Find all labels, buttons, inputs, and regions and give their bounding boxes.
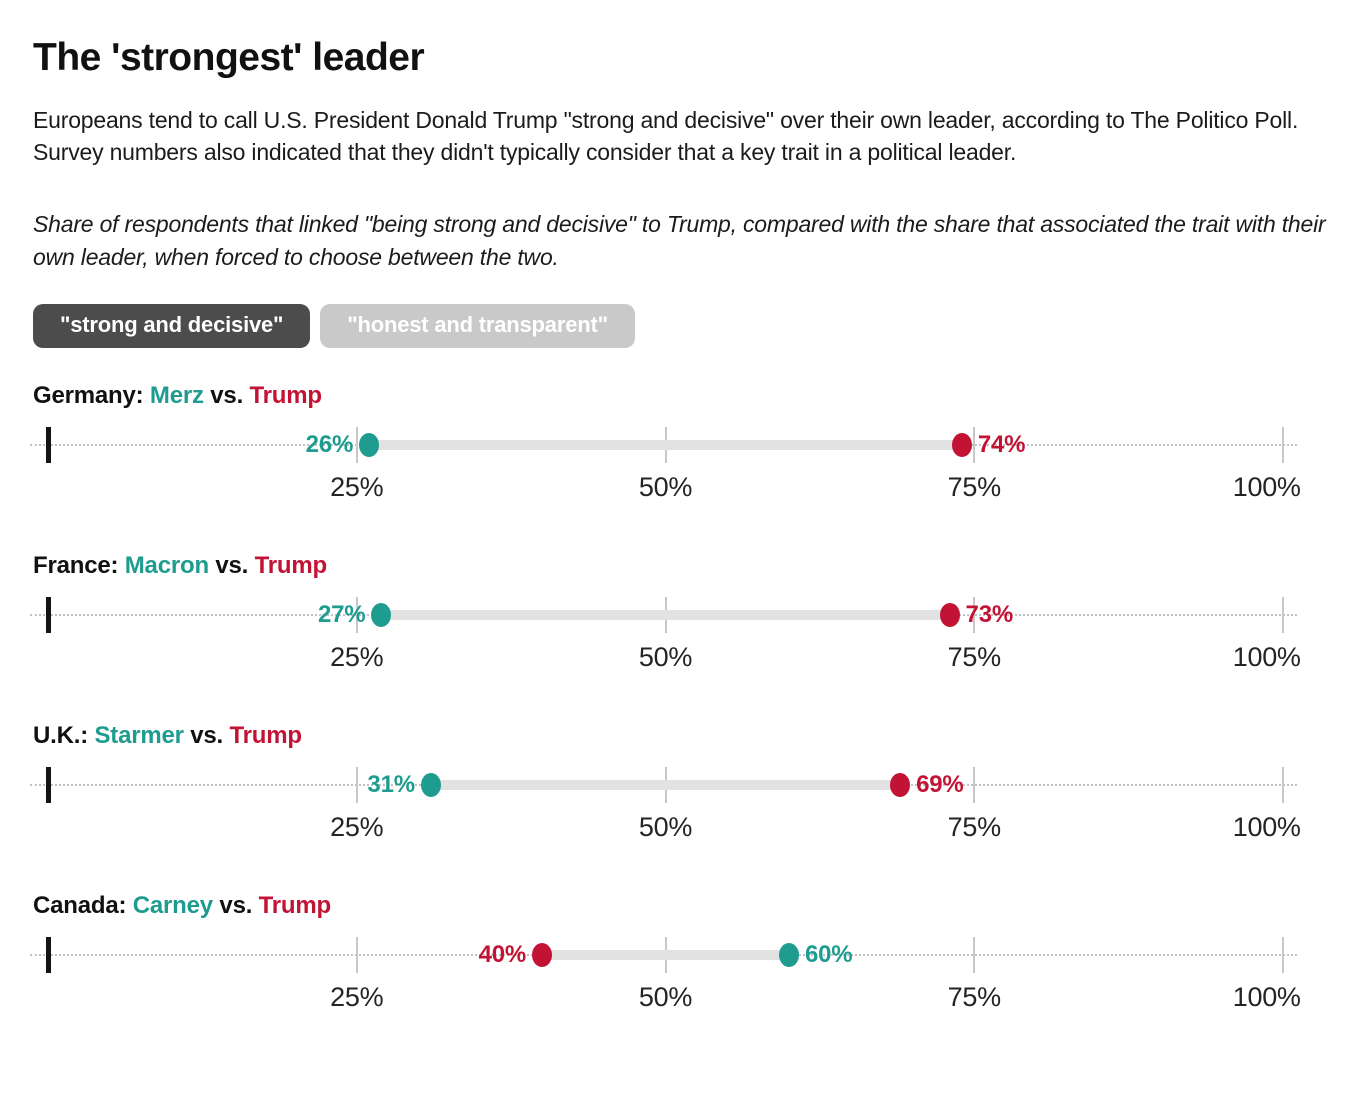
axis-tick-25 (355, 597, 358, 633)
trump-dot (951, 433, 972, 457)
axis-tick-75 (973, 937, 976, 973)
trump-value-label: 74% (977, 431, 1026, 458)
axis-tick-100 (1282, 427, 1284, 463)
vs-label: vs. (212, 892, 259, 919)
axis-track: 40% 60% (30, 932, 1297, 978)
leader-name: Starmer (94, 722, 184, 749)
leader-value-label: 60% (805, 941, 853, 968)
axis-tick-label-75: 75% (947, 642, 1001, 672)
trump-name: Trump (229, 722, 303, 749)
axis-tick-label-50: 50% (638, 472, 693, 502)
axis-track: 26% 74% (30, 422, 1297, 468)
axis-tick-label-100: 100% (1232, 982, 1301, 1012)
row-title-germany: Germany: Merz vs. Trump (33, 382, 1328, 410)
axis-zero-tick (46, 937, 51, 973)
country-row-germany: Germany: Merz vs. Trump 26% 74% 25% 50% 75% 10… (30, 382, 1328, 504)
axis-tick-labels: 25% 50% 75% 100% (48, 812, 1301, 844)
vs-label: vs. (208, 552, 255, 579)
axis-tick-label-100: 100% (1232, 812, 1301, 842)
trump-name: Trump (258, 892, 332, 919)
axis-track: 31% 69% (30, 762, 1297, 808)
chart-subtitle: Share of respondents that linked "being … (33, 211, 1326, 270)
dumbbell-band (369, 440, 962, 450)
dumbbell-band (430, 780, 901, 790)
axis-zero-tick (46, 427, 51, 463)
dumbbell-band (381, 610, 950, 620)
axis-tick-label-25: 25% (330, 642, 384, 672)
trump-dot (939, 603, 960, 627)
row-title-france: France: Macron vs. Trump (33, 552, 1328, 580)
axis-tick-100 (1282, 767, 1284, 803)
country-label: Canada: (33, 892, 133, 919)
axis-tick-label-25: 25% (330, 812, 384, 842)
trump-name: Trump (254, 552, 328, 579)
leader-dot (371, 603, 392, 627)
trump-value-label: 73% (965, 601, 1014, 628)
axis-tick-75 (973, 597, 976, 633)
axis-track: 27% 73% (30, 592, 1297, 638)
axis-tick-label-75: 75% (947, 472, 1001, 502)
axis-tick-label-50: 50% (638, 982, 693, 1012)
axis-tick-label-75: 75% (947, 812, 1001, 842)
country-label: France: (33, 552, 125, 579)
axis-tick-75 (973, 427, 976, 463)
leader-dot (779, 943, 799, 967)
country-row-uk: U.K.: Starmer vs. Trump 31% 69% 25% 50% 75% 10… (30, 722, 1328, 844)
row-title-uk: U.K.: Starmer vs. Trump (33, 722, 1328, 750)
trump-dot (890, 773, 911, 797)
trump-name: Trump (249, 382, 323, 409)
dumbbell-band (542, 950, 789, 960)
axis-tick-label-50: 50% (638, 812, 693, 842)
leader-name: Carney (132, 892, 213, 919)
intro-text: Europeans tend to call U.S. President Do… (33, 107, 1299, 165)
leader-dot (420, 773, 441, 797)
axis-tick-label-100: 100% (1232, 472, 1301, 502)
axis-tick-25 (355, 937, 358, 973)
axis-zero-tick (46, 767, 51, 803)
trump-dot (532, 943, 552, 967)
country-label: U.K.: (33, 722, 95, 749)
leader-dot (359, 433, 380, 457)
trump-value-label: 40% (478, 941, 527, 968)
axis-zero-tick (46, 597, 51, 633)
axis-tick-75 (973, 767, 976, 803)
trump-value-label: 69% (916, 771, 964, 798)
leader-value-label: 26% (305, 431, 354, 458)
dumbbell-chart: Germany: Merz vs. Trump 26% 74% 25% 50% 75% 10… (30, 382, 1328, 1014)
axis-tick-25 (355, 427, 358, 463)
leader-value-label: 27% (318, 601, 366, 628)
leader-name: Merz (149, 382, 204, 409)
axis-tick-label-100: 100% (1232, 642, 1301, 672)
country-row-france: France: Macron vs. Trump 27% 73% 25% 50% 75% 1… (30, 552, 1328, 674)
country-label: Germany: (33, 382, 150, 409)
trait-toggle-group: "strong and decisive" "honest and transp… (33, 304, 1328, 348)
toggle-strong-and-decisive[interactable]: "strong and decisive" (33, 304, 311, 348)
vs-label: vs. (203, 382, 250, 409)
axis-tick-label-25: 25% (330, 472, 384, 502)
page-title: The 'strongest' leader (33, 36, 425, 79)
axis-tick-25 (355, 767, 358, 803)
axis-tick-label-25: 25% (330, 982, 384, 1012)
axis-tick-100 (1282, 937, 1284, 973)
axis-tick-label-50: 50% (638, 642, 693, 672)
row-title-canada: Canada: Carney vs. Trump (33, 892, 1328, 920)
axis-tick-labels: 25% 50% 75% 100% (48, 472, 1301, 504)
country-row-canada: Canada: Carney vs. Trump 40% 60% 25% 50% 75% 1… (30, 892, 1328, 1014)
axis-tick-labels: 25% 50% 75% 100% (48, 642, 1301, 674)
axis-tick-100 (1282, 597, 1284, 633)
axis-tick-labels: 25% 50% 75% 100% (48, 982, 1301, 1014)
toggle-honest-and-transparent[interactable]: "honest and transparent" (320, 304, 635, 348)
vs-label: vs. (183, 722, 230, 749)
leader-name: Macron (124, 552, 209, 579)
axis-tick-label-75: 75% (947, 982, 1001, 1012)
leader-value-label: 31% (367, 771, 415, 798)
